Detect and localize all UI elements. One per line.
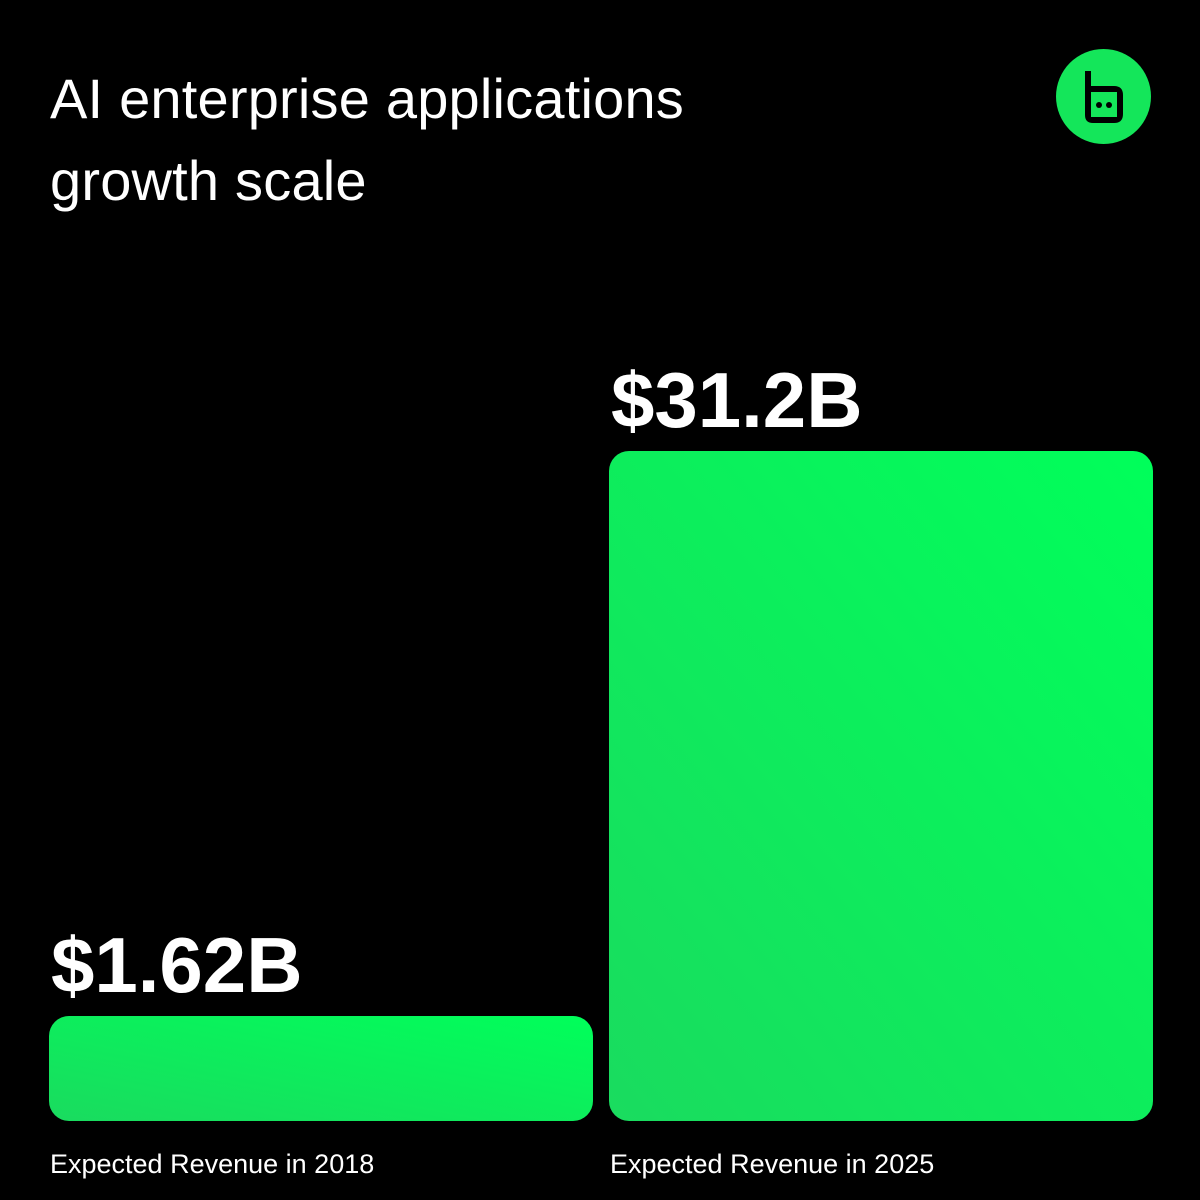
bar-value-label-0: $1.62B bbox=[51, 921, 303, 1009]
chart-title: AI enterprise applications growth scale bbox=[50, 58, 950, 222]
brand-logo-icon bbox=[1056, 49, 1151, 144]
bar-0 bbox=[49, 1016, 593, 1121]
bar-1 bbox=[609, 451, 1153, 1121]
chart-title-line1: AI enterprise applications bbox=[50, 67, 684, 130]
bar-value-label-1: $31.2B bbox=[611, 356, 863, 444]
chart-title-line2: growth scale bbox=[50, 149, 367, 212]
bar-category-label-0: Expected Revenue in 2018 bbox=[50, 1149, 374, 1179]
bar-category-label-1: Expected Revenue in 2025 bbox=[610, 1149, 934, 1179]
brand-logo-circle bbox=[1056, 49, 1151, 144]
